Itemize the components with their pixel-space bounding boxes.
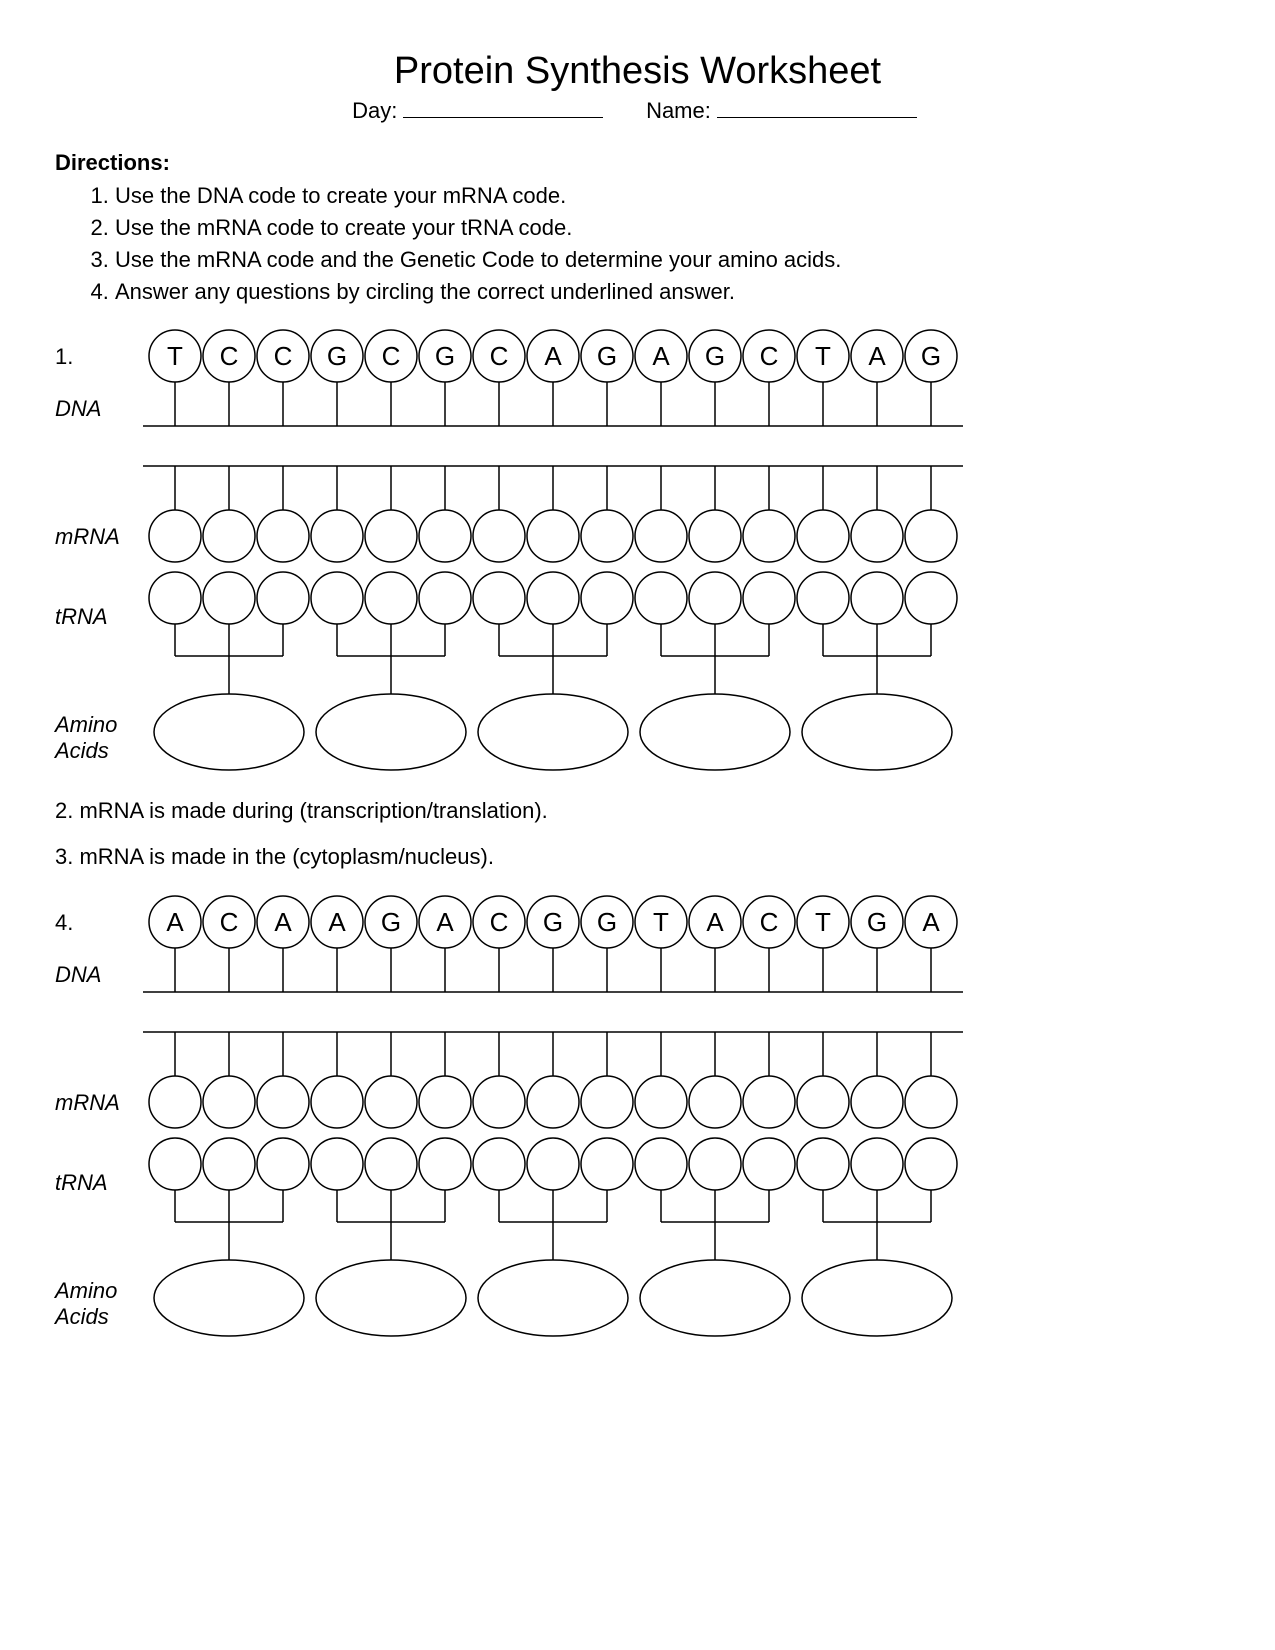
svg-text:T: T (815, 907, 831, 937)
svg-text:G: G (543, 907, 563, 937)
directions-list: Use the DNA code to create your mRNA cod… (55, 180, 1220, 308)
trna-label: tRNA (55, 604, 108, 630)
svg-text:G: G (597, 341, 617, 371)
direction-item: Answer any questions by circling the cor… (115, 276, 1220, 308)
svg-text:A: A (166, 907, 184, 937)
mrna-label: mRNA (55, 1090, 120, 1116)
svg-text:A: A (652, 341, 670, 371)
day-label: Day: (352, 98, 397, 123)
svg-text:C: C (490, 341, 509, 371)
question-3: 3. mRNA is made in the (cytoplasm/nucleu… (55, 844, 1220, 870)
direction-item: Use the mRNA code to create your tRNA co… (115, 212, 1220, 244)
svg-text:C: C (220, 341, 239, 371)
svg-text:G: G (597, 907, 617, 937)
svg-text:T: T (653, 907, 669, 937)
svg-text:A: A (544, 341, 562, 371)
svg-text:T: T (815, 341, 831, 371)
svg-text:G: G (867, 907, 887, 937)
header-fields: Day: Name: (55, 97, 1220, 124)
svg-text:C: C (760, 341, 779, 371)
name-label: Name: (646, 98, 711, 123)
trna-label: tRNA (55, 1170, 108, 1196)
problem-4: 4. DNA mRNA tRNA Amino Acids A C A A G A C G G T A C T G A (55, 892, 1220, 1344)
svg-text:G: G (327, 341, 347, 371)
amino-label: Amino Acids (55, 1278, 117, 1330)
directions-heading: Directions: (55, 150, 1220, 176)
dna-label: DNA (55, 962, 101, 988)
page-title: Protein Synthesis Worksheet (55, 50, 1220, 93)
svg-text:G: G (435, 341, 455, 371)
svg-text:T: T (167, 341, 183, 371)
svg-text:C: C (220, 907, 239, 937)
svg-text:A: A (436, 907, 454, 937)
svg-text:A: A (274, 907, 292, 937)
svg-text:G: G (381, 907, 401, 937)
day-blank[interactable] (403, 97, 603, 118)
svg-text:C: C (490, 907, 509, 937)
direction-item: Use the DNA code to create your mRNA cod… (115, 180, 1220, 212)
direction-item: Use the mRNA code and the Genetic Code t… (115, 244, 1220, 276)
svg-text:G: G (705, 341, 725, 371)
problem-number: 1. (55, 344, 73, 370)
svg-text:C: C (382, 341, 401, 371)
svg-text:C: C (760, 907, 779, 937)
dna-label: DNA (55, 396, 101, 422)
mrna-label: mRNA (55, 524, 120, 550)
svg-text:A: A (922, 907, 940, 937)
svg-text:A: A (328, 907, 346, 937)
problem-1: 1. DNA mRNA tRNA Amino Acids T C C G C G C A G A G C T A G (55, 326, 1220, 778)
question-2: 2. mRNA is made during (transcription/tr… (55, 798, 1220, 824)
svg-text:A: A (706, 907, 724, 937)
problem-number: 4. (55, 910, 73, 936)
svg-text:A: A (868, 341, 886, 371)
amino-label: Amino Acids (55, 712, 117, 764)
svg-text:C: C (274, 341, 293, 371)
svg-text:G: G (921, 341, 941, 371)
name-blank[interactable] (717, 97, 917, 118)
